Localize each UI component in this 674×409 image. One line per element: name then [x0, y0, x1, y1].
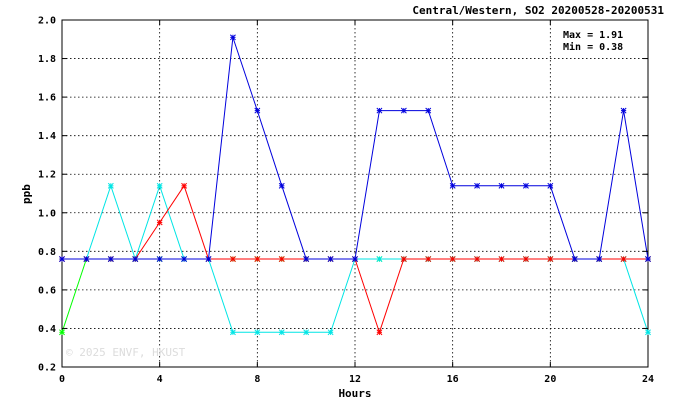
series-point	[449, 256, 456, 262]
series-point	[156, 219, 163, 226]
series-point	[156, 182, 163, 189]
series-layer	[59, 34, 651, 336]
series-point	[254, 329, 261, 336]
series-point	[400, 256, 407, 262]
series-point	[522, 256, 529, 262]
x-tick-label: 16	[447, 374, 459, 385]
y-tick-label: 1.6	[38, 93, 56, 104]
series-point	[156, 256, 163, 262]
series-point	[107, 256, 114, 262]
series-point	[498, 182, 505, 189]
series-point	[352, 256, 358, 262]
axis-ticks: 0 4 8 12 16 20 24 0.2 0.4 0.6 0.8 1.0 1.2 1.4 1.6 1.8 2.…	[38, 16, 654, 386]
y-tick-label: 0.6	[38, 285, 56, 296]
series-point	[376, 329, 383, 336]
series-point	[645, 256, 651, 262]
series-point	[278, 256, 285, 262]
chart-title: Central/Western, SO2 20200528-20200531	[412, 4, 664, 17]
x-tick-label: 4	[157, 374, 163, 385]
series-point	[547, 182, 554, 189]
series-point	[425, 256, 432, 262]
watermark: © 2025 ENVF, HKUST	[66, 346, 186, 359]
series-point	[132, 256, 139, 262]
series-point	[645, 329, 651, 336]
y-tick-label: 0.2	[38, 363, 56, 374]
series-point	[278, 182, 285, 189]
y-axis-label: ppb	[20, 184, 33, 204]
x-tick-label: 20	[544, 374, 556, 385]
series-point	[620, 256, 627, 262]
series-point	[571, 256, 578, 262]
series-point	[474, 256, 481, 262]
series-point	[181, 182, 188, 189]
series-point	[59, 329, 65, 336]
y-tick-label: 1.0	[38, 208, 56, 219]
stats-max: Max = 1.91	[563, 30, 623, 41]
x-tick-label: 24	[642, 374, 654, 385]
series-point	[278, 329, 285, 336]
series-point	[254, 107, 261, 114]
series-point	[303, 329, 310, 336]
series-3	[59, 34, 651, 262]
series-point	[181, 256, 188, 262]
y-tick-label: 1.8	[38, 54, 56, 65]
series-point	[303, 256, 310, 262]
series-point	[376, 256, 383, 262]
y-tick-label: 0.8	[38, 247, 56, 258]
series-point	[254, 256, 261, 262]
x-tick-label: 12	[349, 374, 361, 385]
series-point	[107, 182, 114, 189]
series-point	[498, 256, 505, 262]
series-point	[474, 182, 481, 189]
y-tick-label: 1.4	[38, 131, 56, 142]
grid-lines	[62, 20, 648, 367]
series-point	[449, 182, 456, 189]
series-point	[59, 256, 65, 262]
series-point	[229, 34, 236, 41]
watermark-text: © 2025 ENVF, HKUST	[66, 346, 186, 359]
series-point	[522, 182, 529, 189]
series-point	[596, 256, 603, 262]
series-point	[83, 256, 90, 262]
series-point	[400, 107, 407, 114]
stats-min: Min = 0.38	[563, 41, 623, 53]
series-point	[425, 107, 432, 114]
x-tick-label: 0	[59, 374, 65, 385]
series-point	[229, 329, 236, 336]
series-point	[205, 256, 212, 262]
x-axis-label: Hours	[338, 387, 371, 400]
x-tick-label: 8	[254, 374, 260, 385]
y-tick-label: 0.4	[38, 324, 56, 335]
y-tick-label: 2.0	[38, 16, 56, 27]
y-tick-label: 1.2	[38, 170, 56, 181]
series-point	[620, 107, 627, 114]
series-point	[327, 329, 334, 336]
series-point	[327, 256, 334, 262]
series-point	[229, 256, 236, 262]
series-point	[547, 256, 554, 262]
series-point	[376, 107, 383, 114]
